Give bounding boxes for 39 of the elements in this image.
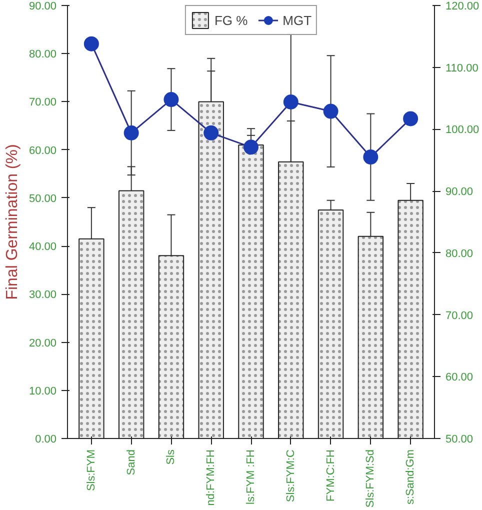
point xyxy=(283,94,298,110)
y2-tick-label: 70.00 xyxy=(446,310,474,322)
x-tick-label: Sls:FYM:Sd xyxy=(364,449,377,508)
x-tick-label: Sls:FYM:C xyxy=(284,449,297,502)
x-tick-label: FYM:C:FH xyxy=(324,449,337,502)
legend-label: MGT xyxy=(282,12,312,28)
y-tick-label: 90.00 xyxy=(28,0,57,12)
legend-label: FG % xyxy=(214,12,248,28)
x-tick-label: s:Sand:Gm xyxy=(404,449,417,505)
point xyxy=(84,36,99,52)
y2-tick-label: 110.00 xyxy=(446,62,478,74)
y2-tick-label: 100.00 xyxy=(446,124,480,136)
y-tick-label: 60.00 xyxy=(28,144,57,157)
point xyxy=(244,140,258,155)
point xyxy=(403,111,418,126)
y-tick-label: 10.00 xyxy=(28,385,57,398)
x-tick-label: ls:FYM :FH xyxy=(245,449,257,504)
y-tick-label: 30.00 xyxy=(28,289,57,302)
point xyxy=(164,92,179,108)
y-tick-label: 70.00 xyxy=(28,96,57,109)
y2-tick-label: 90.00 xyxy=(446,186,474,198)
y-tick-label: 40.00 xyxy=(28,241,57,254)
y2-tick-label: 120.00 xyxy=(446,0,480,12)
y2-tick-label: 50.00 xyxy=(446,434,474,446)
y-tick-label: 20.00 xyxy=(28,337,57,350)
point xyxy=(124,125,139,140)
x-tick-label: Sls xyxy=(165,449,178,465)
y-axis-title: Final Germination (%) xyxy=(4,144,21,300)
x-tick-label: nd:FYM:FH xyxy=(205,449,218,506)
y2-tick-label: 60.00 xyxy=(446,372,474,384)
y2-tick-label: 80.00 xyxy=(446,248,474,260)
x-tick-label: Sand xyxy=(125,449,138,476)
point xyxy=(204,125,219,140)
x-tick-label: Sls:FYM xyxy=(85,449,98,492)
point xyxy=(323,104,338,119)
y-tick-label: 80.00 xyxy=(28,48,57,61)
point xyxy=(363,150,378,165)
y-tick-label: 0.00 xyxy=(35,434,57,446)
y-tick-label: 50.00 xyxy=(28,192,57,205)
